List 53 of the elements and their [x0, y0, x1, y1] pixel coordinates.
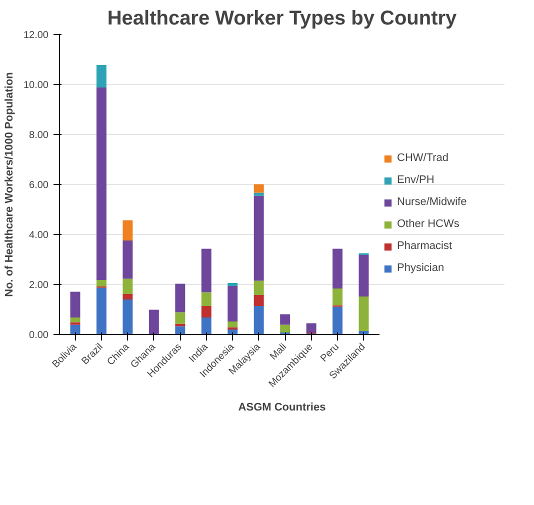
bar: [122, 220, 133, 240]
bar: [201, 292, 212, 306]
bar: [175, 312, 186, 324]
y-axis-title: No. of Healthcare Workers/1000 Population: [3, 72, 16, 297]
bar: [254, 192, 264, 196]
bar: [70, 322, 80, 325]
bar: [96, 65, 106, 88]
bar: [332, 306, 343, 334]
bar: [122, 278, 133, 294]
bar: [358, 255, 369, 296]
bar: [254, 295, 264, 306]
y-tick-label: 4.00: [29, 230, 49, 241]
bar: [254, 196, 264, 281]
legend-label: Pharmacist: [397, 240, 452, 252]
bar: [122, 300, 133, 334]
bar: [332, 248, 343, 288]
legend-label: Nurse/Midwife: [397, 196, 467, 208]
bar: [332, 288, 343, 306]
bar: [306, 323, 316, 332]
legend-label: Env/PH: [397, 174, 434, 186]
bar: [228, 322, 238, 328]
bar: [70, 292, 80, 318]
bar: [201, 248, 212, 292]
y-tick-label: 10.00: [23, 80, 49, 91]
bar: [96, 288, 106, 334]
legend-label: Physician: [397, 262, 444, 274]
bar: [122, 240, 133, 279]
bar: [96, 88, 106, 280]
bar: [148, 310, 159, 334]
y-tick-label: 6.00: [29, 180, 49, 191]
bar: [175, 324, 186, 326]
legend-label: CHW/Trad: [397, 152, 449, 164]
bar: [254, 306, 264, 334]
bar: [201, 318, 212, 334]
chart-title: Healthcare Worker Types by Country: [107, 8, 458, 30]
bar: [254, 184, 264, 193]
bar: [70, 318, 80, 322]
legend-label: Other HCWs: [397, 218, 460, 230]
bar: [122, 294, 133, 300]
bar: [175, 284, 186, 312]
y-tick-label: 12.00: [23, 30, 49, 41]
bar: [228, 283, 238, 286]
bar: [280, 314, 290, 325]
bar: [96, 280, 106, 286]
bar: [228, 286, 238, 322]
bar: [280, 324, 290, 332]
bar: [201, 306, 212, 318]
bar: [358, 296, 369, 331]
x-axis-title: ASGM Countries: [238, 402, 326, 414]
y-tick-label: 8.00: [29, 130, 49, 141]
y-tick-label: 0.00: [29, 330, 49, 341]
y-tick-label: 2.00: [29, 280, 49, 291]
bar: [254, 280, 264, 295]
